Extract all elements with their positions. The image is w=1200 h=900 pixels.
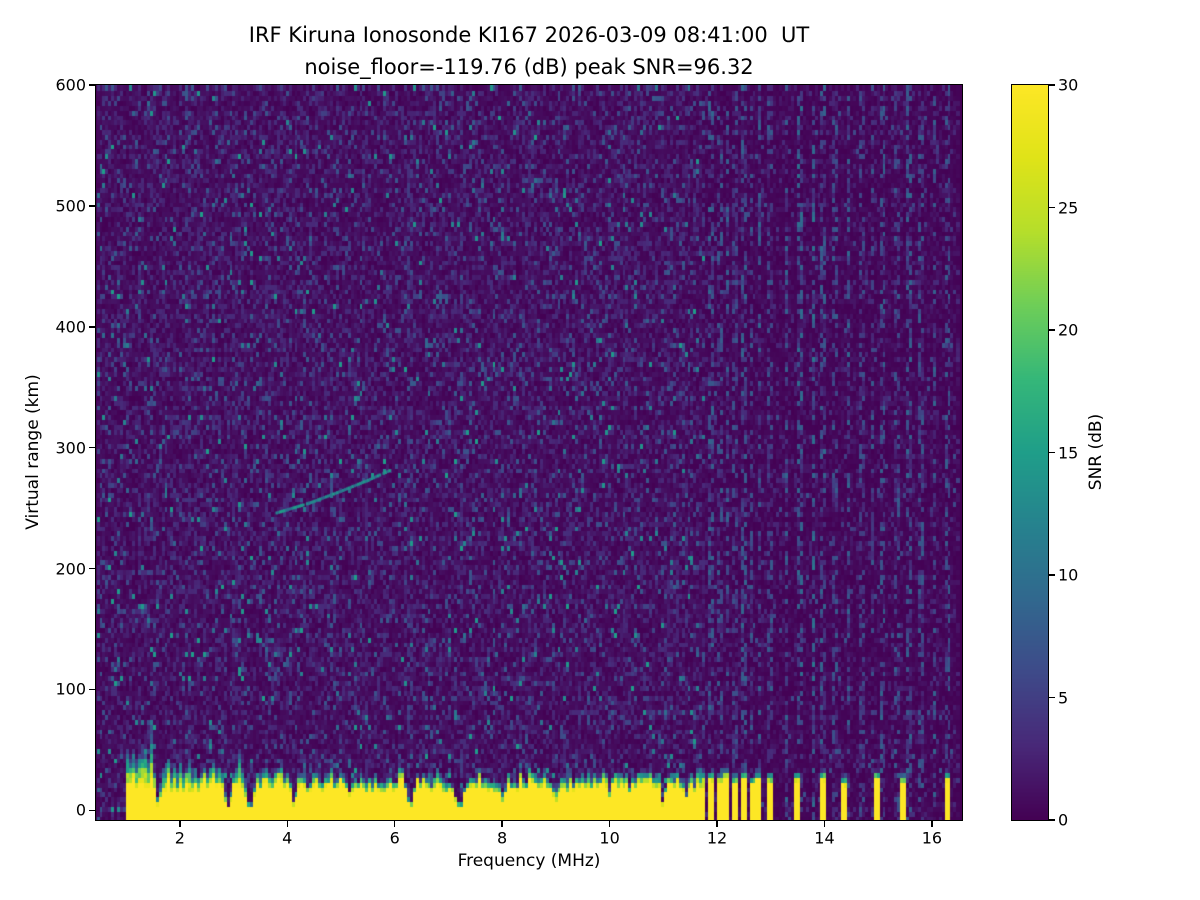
y-tick-mark bbox=[89, 205, 95, 207]
y-tick-mark bbox=[89, 567, 95, 570]
x-tick-mark bbox=[716, 821, 718, 827]
y-tick-mark bbox=[89, 326, 95, 328]
y-axis-label: Virtual range (km) bbox=[23, 374, 43, 530]
colorbar-tick-mark bbox=[1049, 206, 1055, 209]
x-tick-label: 8 bbox=[497, 828, 508, 848]
y-tick-label: 400 bbox=[55, 317, 86, 337]
ionogram-heatmap-canvas bbox=[96, 85, 962, 820]
x-tick-label: 6 bbox=[389, 828, 400, 848]
heatmap-plot-area bbox=[95, 84, 963, 821]
y-tick-label: 0 bbox=[75, 800, 86, 820]
colorbar bbox=[1011, 84, 1049, 821]
x-tick-mark bbox=[823, 821, 826, 827]
colorbar-tick-label: 5 bbox=[1058, 688, 1069, 707]
y-tick-label: 100 bbox=[55, 679, 86, 699]
colorbar-tick-mark bbox=[1049, 329, 1055, 331]
colorbar-label: SNR (dB) bbox=[1086, 413, 1106, 491]
y-tick-mark bbox=[89, 809, 95, 812]
colorbar-gradient-canvas bbox=[1012, 85, 1048, 820]
x-tick-mark bbox=[286, 821, 288, 827]
x-tick-label: 14 bbox=[814, 828, 835, 848]
chart-title: IRF Kiruna Ionosonde KI167 2026-03-09 08… bbox=[248, 23, 810, 47]
y-tick-mark bbox=[89, 84, 95, 86]
x-tick-label: 16 bbox=[921, 828, 943, 848]
chart-subtitle: noise_floor=-119.76 (dB) peak SNR=96.32 bbox=[304, 55, 754, 79]
colorbar-tick-label: 25 bbox=[1058, 198, 1079, 217]
colorbar-tick-mark bbox=[1049, 574, 1055, 576]
y-tick-label: 500 bbox=[55, 196, 86, 216]
y-tick-mark bbox=[89, 446, 95, 449]
colorbar-tick-label: 0 bbox=[1058, 810, 1069, 830]
x-tick-mark bbox=[931, 821, 933, 827]
colorbar-tick-mark bbox=[1049, 451, 1055, 454]
x-tick-label: 2 bbox=[174, 828, 185, 848]
x-tick-mark bbox=[501, 821, 503, 827]
x-tick-label: 12 bbox=[706, 828, 728, 848]
colorbar-tick-label: 10 bbox=[1058, 565, 1079, 585]
colorbar-tick-mark bbox=[1049, 819, 1055, 821]
x-axis-label: Frequency (MHz) bbox=[457, 851, 601, 871]
colorbar-tick-label: 20 bbox=[1058, 320, 1079, 340]
x-tick-mark bbox=[393, 821, 396, 827]
x-tick-mark bbox=[608, 821, 611, 827]
y-tick-label: 600 bbox=[55, 75, 86, 95]
x-tick-label: 4 bbox=[282, 828, 293, 848]
x-tick-mark bbox=[179, 821, 181, 827]
colorbar-tick-mark bbox=[1049, 84, 1055, 86]
colorbar-tick-mark bbox=[1049, 696, 1055, 699]
colorbar-tick-label: 30 bbox=[1058, 75, 1079, 95]
y-tick-label: 300 bbox=[55, 438, 86, 458]
x-tick-label: 10 bbox=[599, 828, 620, 848]
colorbar-tick-label: 15 bbox=[1058, 443, 1079, 462]
y-tick-label: 200 bbox=[55, 559, 86, 579]
y-tick-mark bbox=[89, 688, 95, 691]
